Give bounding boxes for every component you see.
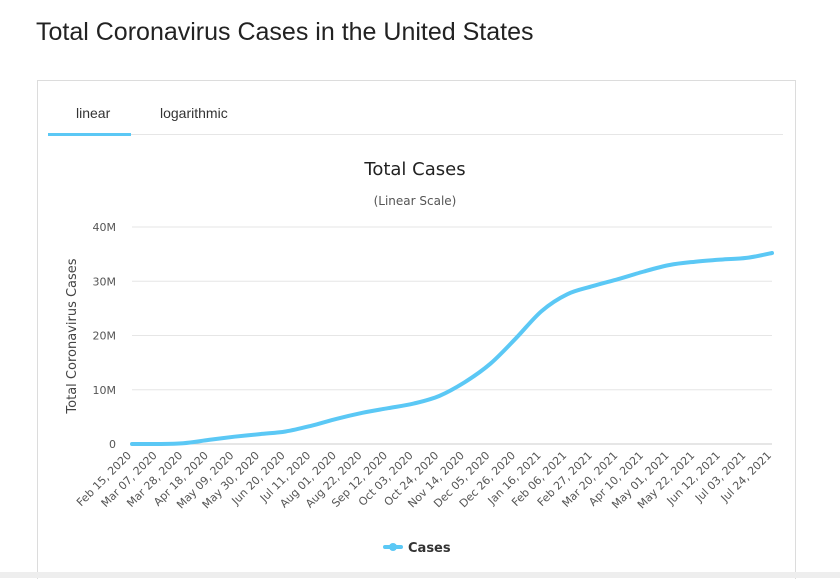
active-tab-indicator [48,133,131,136]
legend-marker [389,543,397,551]
scale-tabs: linear logarithmic [48,81,783,136]
y-tick-label: 20M [93,330,117,343]
y-tick-label: 0 [109,438,116,451]
legend[interactable]: Cases [383,541,451,556]
y-axis-ticks: 0 10M 20M 30M 40M [93,221,117,451]
chart-subtitle: (Linear Scale) [374,194,457,208]
series-layer [130,251,774,447]
y-axis-title: Total Coronavirus Cases [65,258,80,414]
page-footer-bar [0,572,840,578]
chart-title: Total Cases [363,159,465,180]
tab-linear[interactable]: linear [76,105,111,121]
series-line-cases[interactable] [130,251,774,447]
page-title: Total Coronavirus Cases in the United St… [36,18,534,46]
y-tick-label: 40M [93,221,117,234]
chart-card: linear logarithmic [37,80,796,579]
tab-logarithmic[interactable]: logarithmic [160,105,228,121]
y-tick-label: 10M [93,384,117,397]
y-tick-label: 30M [93,275,117,288]
legend-label: Cases [408,541,451,556]
grid-lines [132,226,772,445]
